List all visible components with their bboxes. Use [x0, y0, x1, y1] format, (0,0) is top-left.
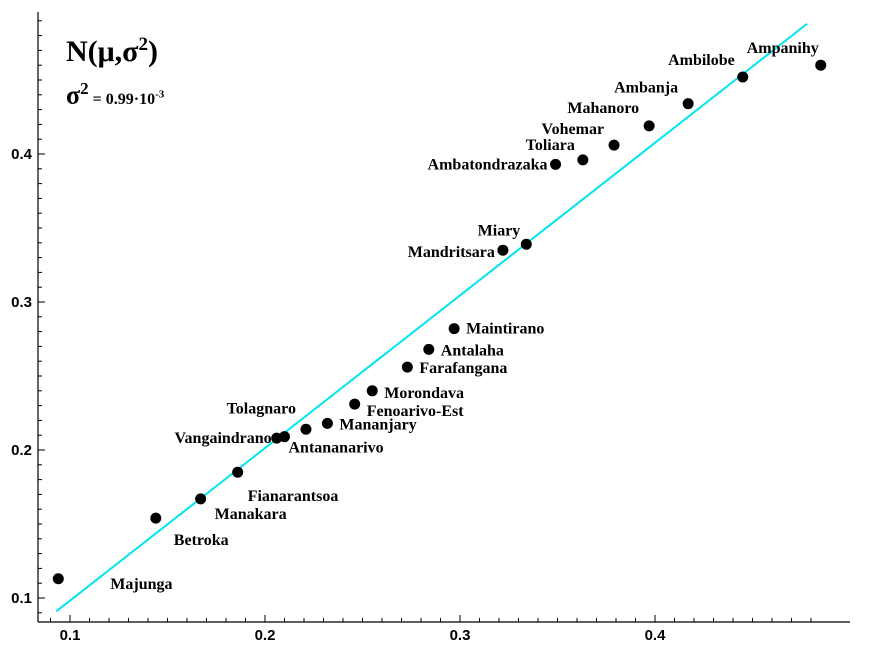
- point-label: Ambatondrazaka: [428, 156, 548, 173]
- point-label: Fenoarivo-Est: [367, 403, 465, 420]
- data-point: [195, 493, 207, 505]
- point-label: Vangaindrano: [174, 430, 271, 447]
- point-label: Toliara: [526, 137, 575, 154]
- data-point: [682, 98, 694, 110]
- variance-square: 2: [80, 79, 89, 98]
- data-point: [550, 158, 562, 170]
- formula-prefix: N(: [66, 35, 98, 68]
- x-tick-label: 0.3: [450, 627, 471, 644]
- point-label: Majunga: [110, 576, 172, 593]
- point-label: Mananjary: [339, 416, 416, 433]
- data-point: [577, 154, 589, 166]
- data-point: [279, 431, 290, 443]
- data-point: [52, 573, 64, 585]
- data-point: [401, 361, 413, 373]
- formula-close: ): [148, 35, 158, 68]
- point-label: Betroka: [174, 532, 229, 549]
- axes: 0.1 0.2 0.3 0.4 0.1 0.2 0.3 0.4: [11, 12, 850, 644]
- formula-comma: ,: [114, 35, 123, 68]
- y-tick-label: 0.2: [11, 442, 32, 459]
- fit-line: [55, 22, 808, 613]
- point-label: Fianarantsoa: [248, 488, 339, 505]
- point-label: Ambilobe: [668, 52, 735, 69]
- data-point: [643, 120, 655, 132]
- data-point: [608, 139, 620, 151]
- x-tick-label: 0.2: [255, 627, 276, 644]
- point-label: Morondava: [384, 385, 464, 402]
- fit-line-group: [55, 22, 808, 613]
- data-point: [321, 417, 333, 429]
- point-label: Mandritsara: [408, 244, 495, 261]
- y-tick-label: 0.4: [11, 146, 33, 163]
- data-point: [497, 244, 509, 256]
- points-group: [52, 59, 827, 585]
- data-point: [815, 59, 827, 71]
- variance-exponent: -3: [155, 88, 165, 101]
- point-label: Tolagnaro: [227, 400, 296, 417]
- distribution-formula: N(μ,σ2): [66, 28, 164, 69]
- formula-square: 2: [138, 34, 149, 55]
- data-point: [150, 512, 162, 524]
- point-label: Vohemar: [542, 121, 605, 138]
- point-label: Maintirano: [466, 321, 544, 338]
- point-label: Manakara: [215, 506, 287, 523]
- point-label: Miary: [478, 222, 521, 239]
- y-tick-label: 0.1: [11, 590, 32, 607]
- data-point: [349, 398, 361, 410]
- variance-formula: σ2 = 0.99·10-3: [66, 71, 164, 118]
- point-label: Ampanihy: [747, 40, 819, 57]
- variance-value: = 0.99·10: [88, 90, 156, 108]
- data-point: [520, 238, 532, 250]
- point-label: Antalaha: [441, 342, 504, 359]
- point-label: Ambanja: [614, 80, 678, 97]
- point-label: Mahanoro: [567, 100, 639, 117]
- distribution-annotation: N(μ,σ2) σ2 = 0.99·10-3: [66, 28, 164, 118]
- data-point: [423, 343, 435, 355]
- data-point: [232, 466, 244, 478]
- formula-sigma: σ: [122, 35, 139, 68]
- formula-mu: μ: [97, 35, 115, 68]
- x-tick-label: 0.4: [645, 627, 667, 644]
- data-point: [300, 423, 312, 435]
- point-label: Antananarivo: [289, 440, 384, 457]
- variance-sigma: σ: [66, 80, 81, 110]
- y-tick-label: 0.3: [11, 294, 32, 311]
- x-tick-label: 0.1: [60, 627, 81, 644]
- data-point: [737, 71, 749, 83]
- data-point: [366, 385, 378, 397]
- data-point: [448, 323, 460, 335]
- point-label: Farafangana: [419, 360, 507, 377]
